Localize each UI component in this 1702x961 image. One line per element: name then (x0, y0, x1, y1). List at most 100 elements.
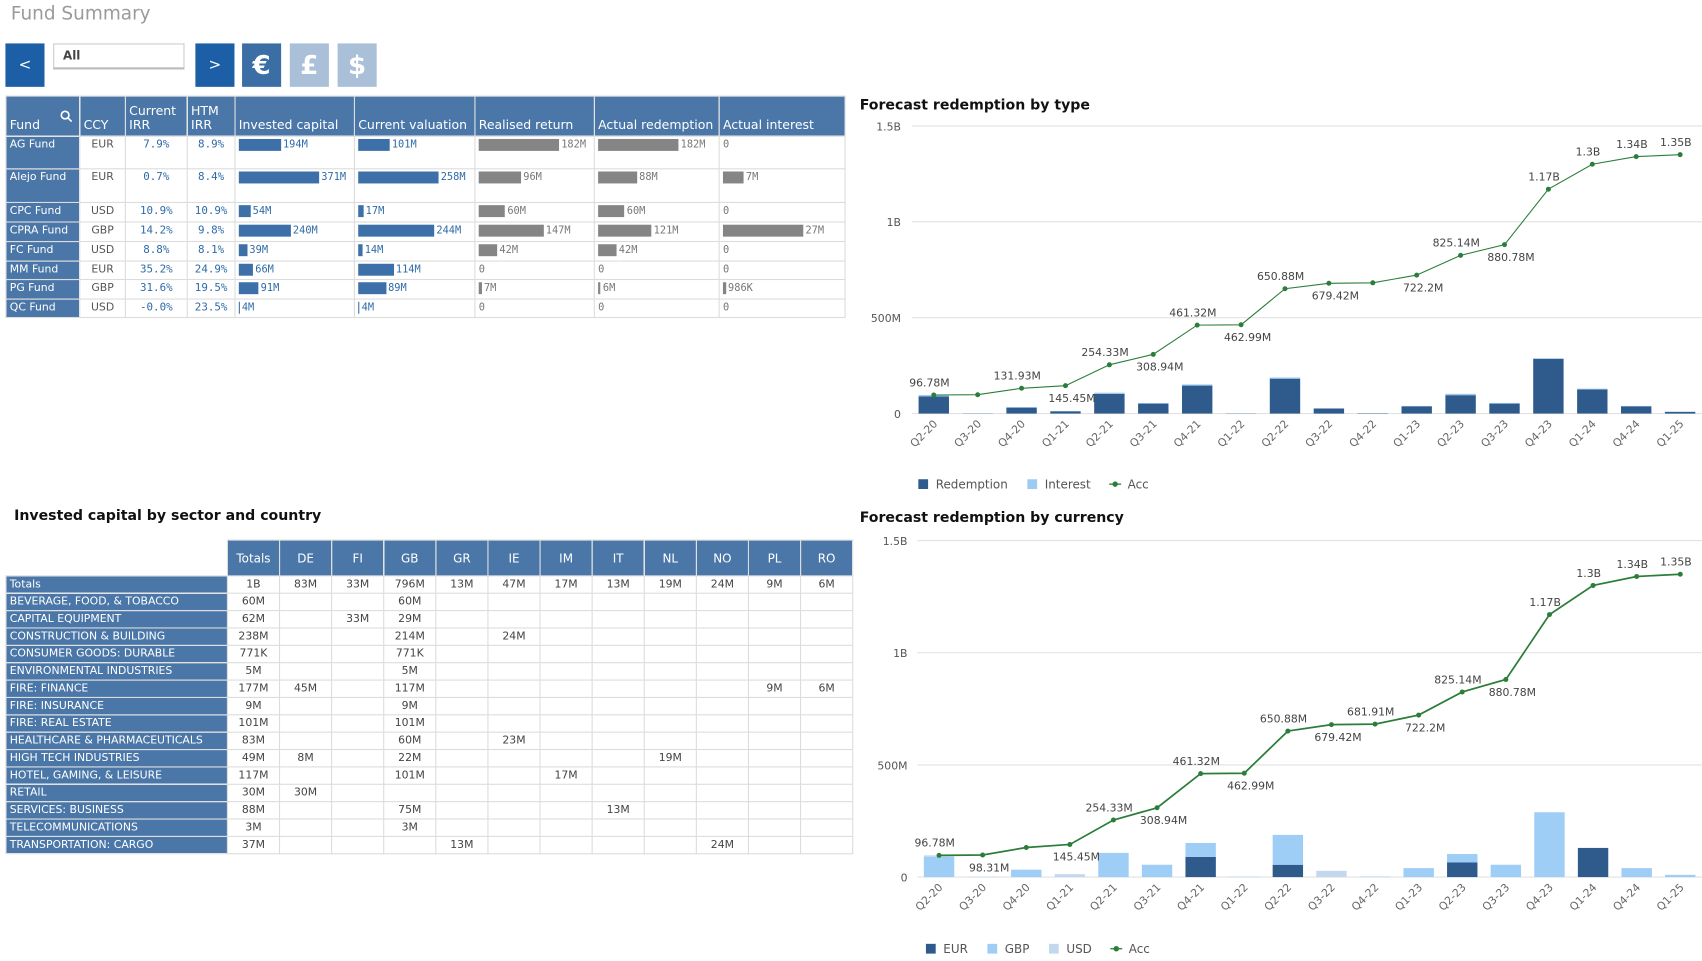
cell (540, 715, 592, 732)
bar-label: 42M (619, 244, 638, 256)
bar-box: 7M (479, 282, 591, 294)
cell (488, 750, 540, 767)
bar-label: 240M (293, 225, 318, 237)
row-header: ENVIRONMENTAL INDUSTRIES (6, 663, 227, 680)
data-label: 1.34B (1616, 138, 1648, 151)
point (1111, 818, 1116, 823)
search-icon[interactable] (60, 110, 73, 123)
data-label: 880.78M (1489, 686, 1536, 699)
cell: 8M (280, 750, 332, 767)
bar-box: 0 (723, 244, 841, 256)
x-tick-label: Q1-25 (1654, 881, 1687, 914)
bar-box: 0 (723, 205, 841, 217)
cell (801, 802, 853, 819)
point (1503, 677, 1508, 682)
fund-name: AG Fund (6, 136, 80, 169)
cell: 35.2% (125, 261, 187, 279)
data-label: 462.99M (1224, 331, 1271, 344)
bar-box: 17M (358, 205, 471, 217)
cell (540, 645, 592, 662)
cell (801, 593, 853, 610)
x-tick-label: Q1-23 (1392, 881, 1425, 914)
row-header: TRANSPORTATION: CARGO (6, 836, 227, 853)
bar (1445, 395, 1475, 413)
cell (801, 732, 853, 749)
cell (436, 663, 488, 680)
bar (1182, 384, 1212, 385)
bar-label: 17M (366, 205, 385, 217)
cell (540, 819, 592, 836)
prev-button[interactable]: < (5, 43, 44, 86)
cell (540, 732, 592, 749)
bar-cell: 114M (354, 261, 474, 279)
column-header: Realised return (475, 96, 594, 136)
bar-box: 114M (358, 264, 471, 276)
cell (332, 715, 384, 732)
cell: USD (80, 202, 126, 222)
cell: 19.5% (187, 280, 235, 300)
cell (748, 819, 800, 836)
cell (280, 819, 332, 836)
currency-button[interactable]: £ (290, 43, 329, 86)
column-header: RO (801, 540, 853, 576)
cell: USD (80, 299, 126, 317)
bar-cell: 7M (475, 280, 594, 300)
row-header: FIRE: REAL ESTATE (6, 715, 227, 732)
bar-label: 0 (723, 264, 729, 276)
bar (919, 396, 949, 413)
x-tick-label: Q3-22 (1305, 881, 1338, 914)
bar-box: 258M (358, 172, 471, 184)
cell (540, 663, 592, 680)
next-button[interactable]: > (195, 43, 234, 86)
cell: -0.0% (125, 299, 187, 317)
x-tick-label: Q4-23 (1522, 417, 1555, 450)
bar (1094, 393, 1124, 394)
selection-dropdown[interactable]: All (53, 43, 184, 69)
bar-box: 89M (358, 282, 471, 294)
point (1239, 322, 1244, 327)
bar-box: 60M (598, 205, 715, 217)
bar-box: 4M (358, 302, 471, 314)
y-tick-label: 1.5B (876, 120, 901, 133)
table-bar (723, 172, 744, 184)
currency-button[interactable]: € (242, 43, 281, 86)
bar-label: 89M (388, 282, 407, 294)
legend-label: Acc (1129, 942, 1150, 956)
bar-box: 96M (479, 172, 591, 184)
cell (748, 715, 800, 732)
bar-cell: 0 (719, 202, 845, 222)
bar-box: 0 (479, 264, 591, 276)
cell (436, 732, 488, 749)
x-tick-label: Q2-21 (1083, 417, 1116, 450)
currency-button[interactable]: $ (338, 43, 377, 86)
column-header: GB (384, 540, 436, 576)
bar (1182, 386, 1212, 414)
data-label: 461.32M (1173, 755, 1220, 768)
data-label: 254.33M (1081, 346, 1128, 359)
cell (592, 715, 644, 732)
cell (696, 715, 748, 732)
column-header: Actual interest (719, 96, 845, 136)
table-bar (479, 244, 498, 256)
bar-cell: 6M (594, 280, 719, 300)
cell (801, 750, 853, 767)
x-tick-label: Q4-22 (1347, 417, 1380, 450)
bar (1270, 378, 1300, 379)
bar-cell: 17M (354, 202, 474, 222)
bar (1447, 854, 1477, 863)
row-header: SERVICES: BUSINESS (6, 802, 227, 819)
row-header: HIGH TECH INDUSTRIES (6, 750, 227, 767)
data-label: 650.88M (1260, 712, 1307, 725)
cell (644, 802, 696, 819)
point (1546, 187, 1551, 192)
bar-box: 60M (479, 205, 591, 217)
cell: 771K (384, 645, 436, 662)
bar-box: 101M (358, 139, 471, 151)
